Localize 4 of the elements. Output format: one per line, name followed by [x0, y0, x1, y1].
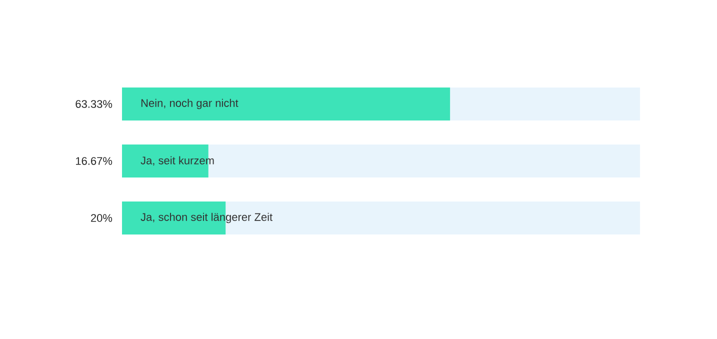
data-label: 20%	[91, 214, 112, 222]
y-tick-label: Nein, noch gar nicht	[141, 98, 238, 110]
data-label: 16.67%	[76, 157, 112, 165]
data-label: 63.33%	[76, 100, 112, 108]
